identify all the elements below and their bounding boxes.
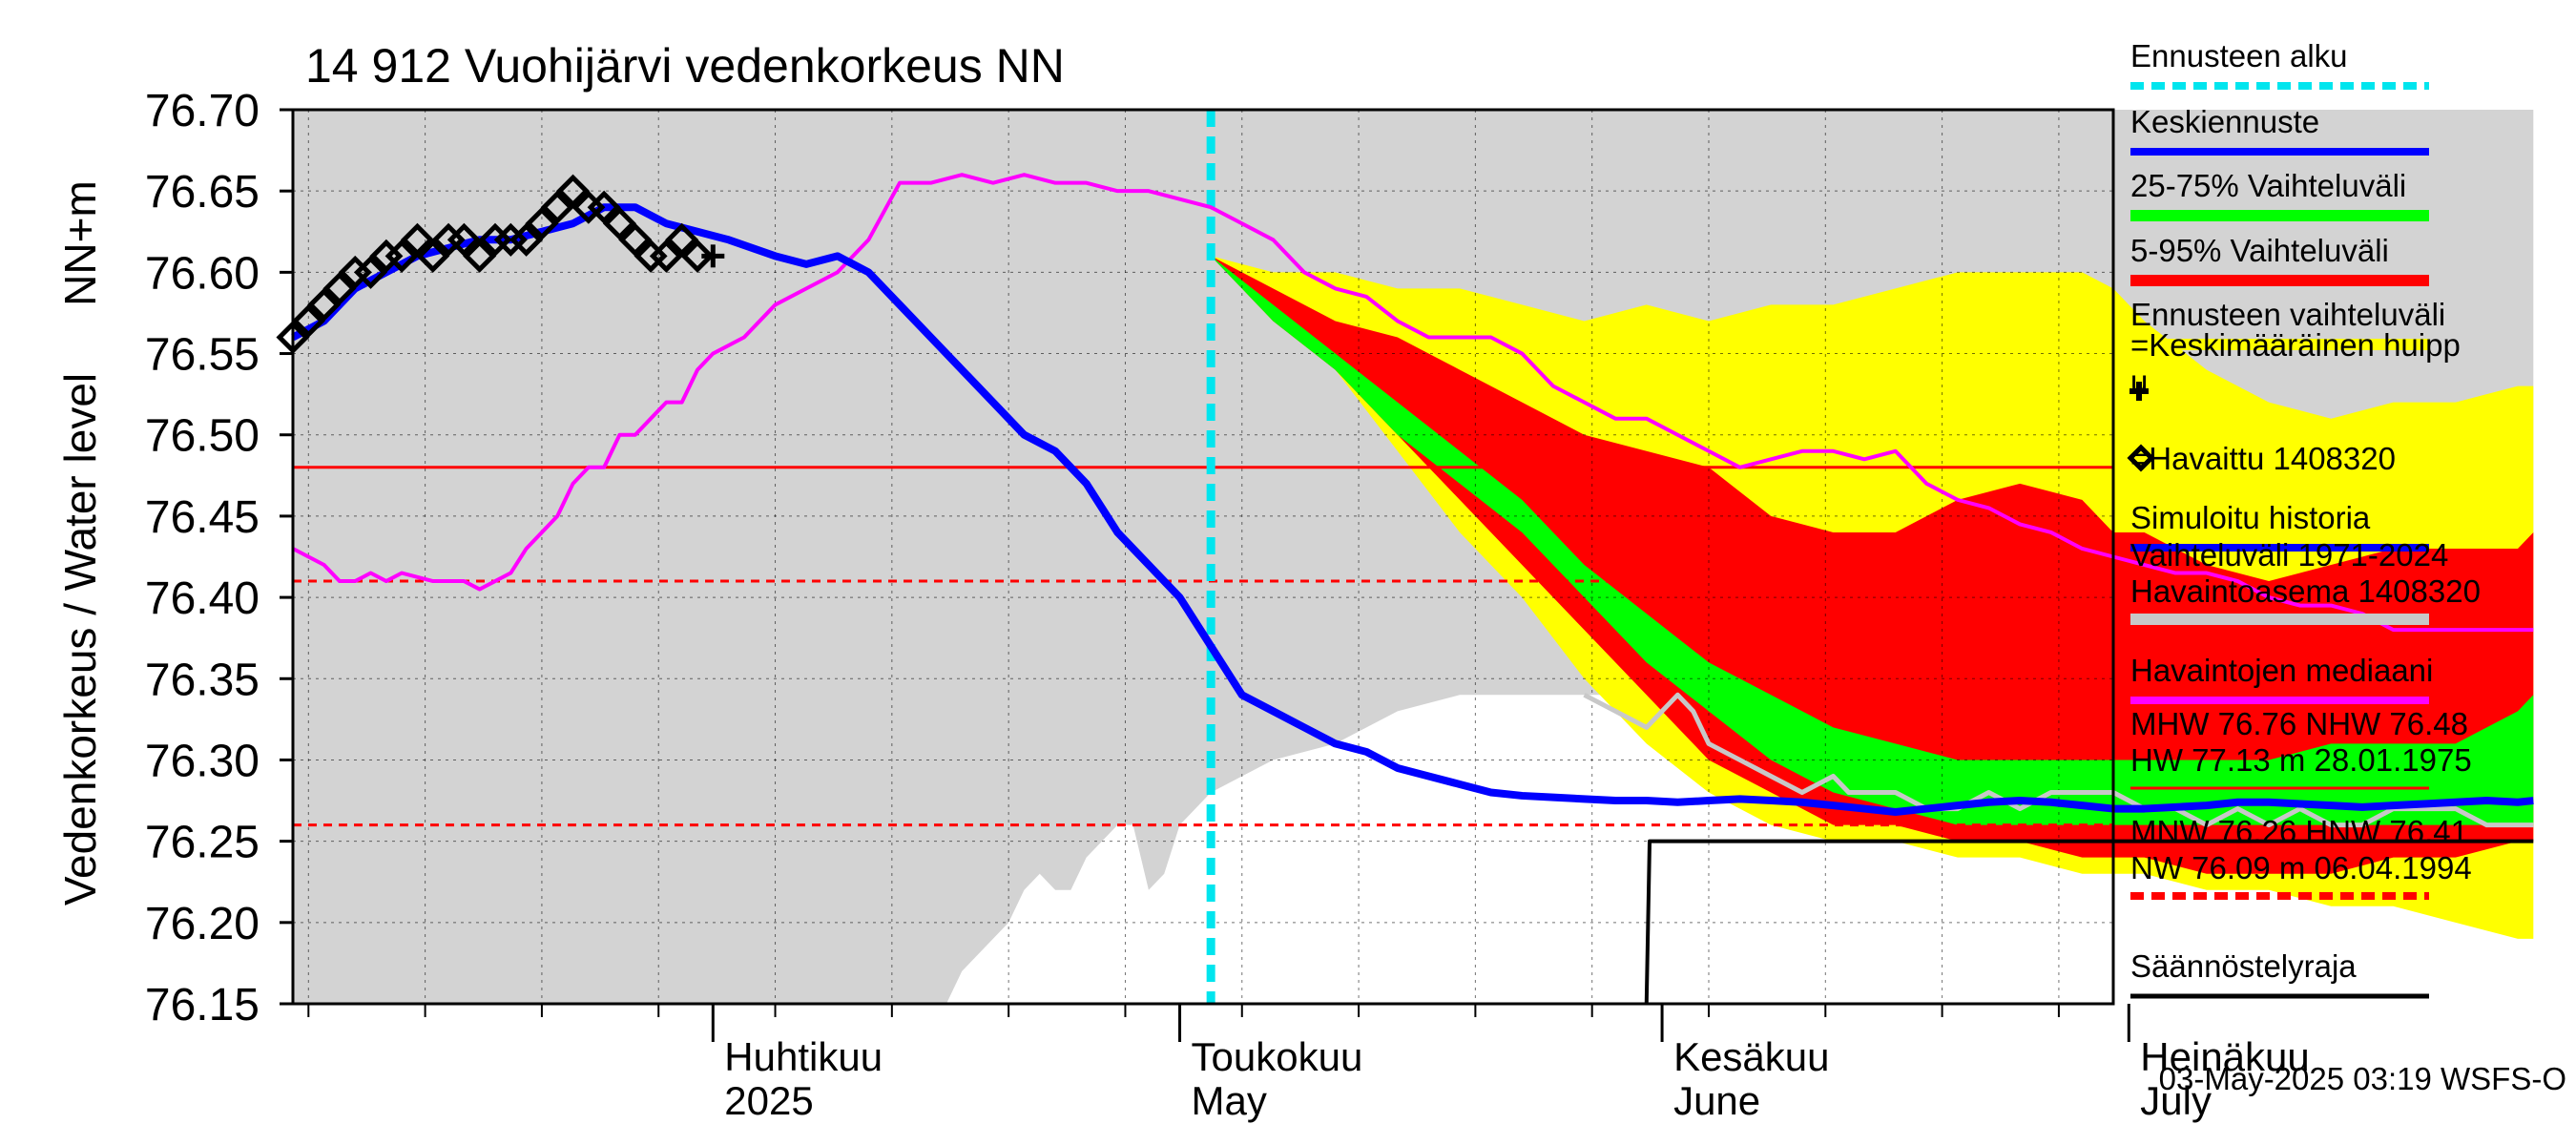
y-axis-unit-label: NN+m [55,180,105,306]
month-label-en: May [1192,1078,1267,1123]
y-tick-label: 76.30 [145,736,260,786]
band-series-2 [1211,256,2534,874]
observed-point [680,239,715,273]
y-tick-label: 76.20 [145,899,260,949]
y-tick-label: 76.60 [145,248,260,299]
observed-point [649,239,683,273]
observed-point [307,287,342,322]
band-series-3 [1211,256,2534,825]
legend-label: Simuloitu historia [2130,500,2371,535]
line-series-6 [291,203,2534,816]
month-label-fi: Huhtikuu [724,1034,883,1079]
range-bands [293,110,2534,1004]
observed-point [384,239,419,273]
legend-label: Säännöstelyraja [2130,948,2357,984]
y-tick-label: 76.50 [145,411,260,462]
month-label-fi: Toukokuu [1192,1034,1363,1079]
legend-label-line2: HW 77.13 m 28.01.1975 [2130,742,2472,778]
legend-diamond [2127,444,2155,472]
footer-timestamp: 03-May-2025 03:19 WSFS-O [2159,1061,2566,1096]
legend-label: MNW 76.26 HNW 76.41 [2130,814,2468,849]
y-tick-label: 76.55 [145,330,260,381]
legend-label: Vaihteluväli 1971-2024 [2130,537,2448,572]
month-label-en: June [1673,1078,1760,1123]
month-label-en: 2025 [724,1078,813,1123]
legend-label: Ennusteen alku [2130,38,2348,73]
observed-point [463,239,497,273]
y-tick-label: 76.65 [145,167,260,218]
legend-label: 5-95% Vaihteluväli [2130,233,2389,268]
month-label-fi: Kesäkuu [1673,1034,1829,1079]
observed-point [416,239,450,273]
y-tick-label: 76.35 [145,655,260,705]
month-label-fi: Heinäkuu [2140,1034,2309,1079]
legend-label: =Havaittu 1408320 [2130,441,2396,476]
legend-label-line2: NW 76.09 m 06.04.1994 [2130,850,2472,885]
y-tick-label: 76.45 [145,492,260,543]
legend-label-line2: Havaintoasema 1408320 [2130,573,2481,609]
observed-point [354,255,388,289]
y-axis-ticks: 76.70 76.65 76.60 76.55 76.50 76.45 76.40 76.35… [145,86,293,1030]
observed-point [587,190,621,224]
observed-point [556,174,591,208]
observed-point [525,206,559,240]
y-tick-label: 76.40 [145,573,260,624]
plot-frame [291,108,2115,1006]
legend: Ennusteen alku Keskiennuste 25-75% Vaihtel… [2127,38,2481,999]
legend-label: 25-75% Vaihteluväli [2130,168,2406,203]
chart-title: 14 912 Vuohijärvi vedenkorkeus NN [305,39,1065,93]
plot-border [291,108,2115,1006]
observed-point [322,271,357,305]
observed-point [618,222,653,257]
y-axis-label: Vedenkorkeus / Water level [55,373,105,906]
y-tick-label: 76.70 [145,86,260,136]
legend-label: MHW 76.76 NHW 76.48 [2130,706,2468,741]
legend-label: Ennusteen vaihteluväli [2130,297,2445,332]
observed-point [509,222,544,257]
observed-point [602,206,636,240]
observed-point [540,190,574,224]
legend-label: Havaintojen mediaani [2130,653,2433,688]
y-tick-label: 76.15 [145,980,260,1030]
legend-label: =Keskimääräinen huipp [2130,327,2461,363]
observed-point [665,222,699,257]
observed-point [291,303,325,339]
legend-label: Keskiennuste [2130,104,2319,139]
observed-point [400,222,434,257]
y-tick-label: 76.25 [145,818,260,868]
line-series-8 [1644,839,2534,1005]
observed-point [447,222,481,257]
month-label-en: July [2140,1078,2212,1123]
